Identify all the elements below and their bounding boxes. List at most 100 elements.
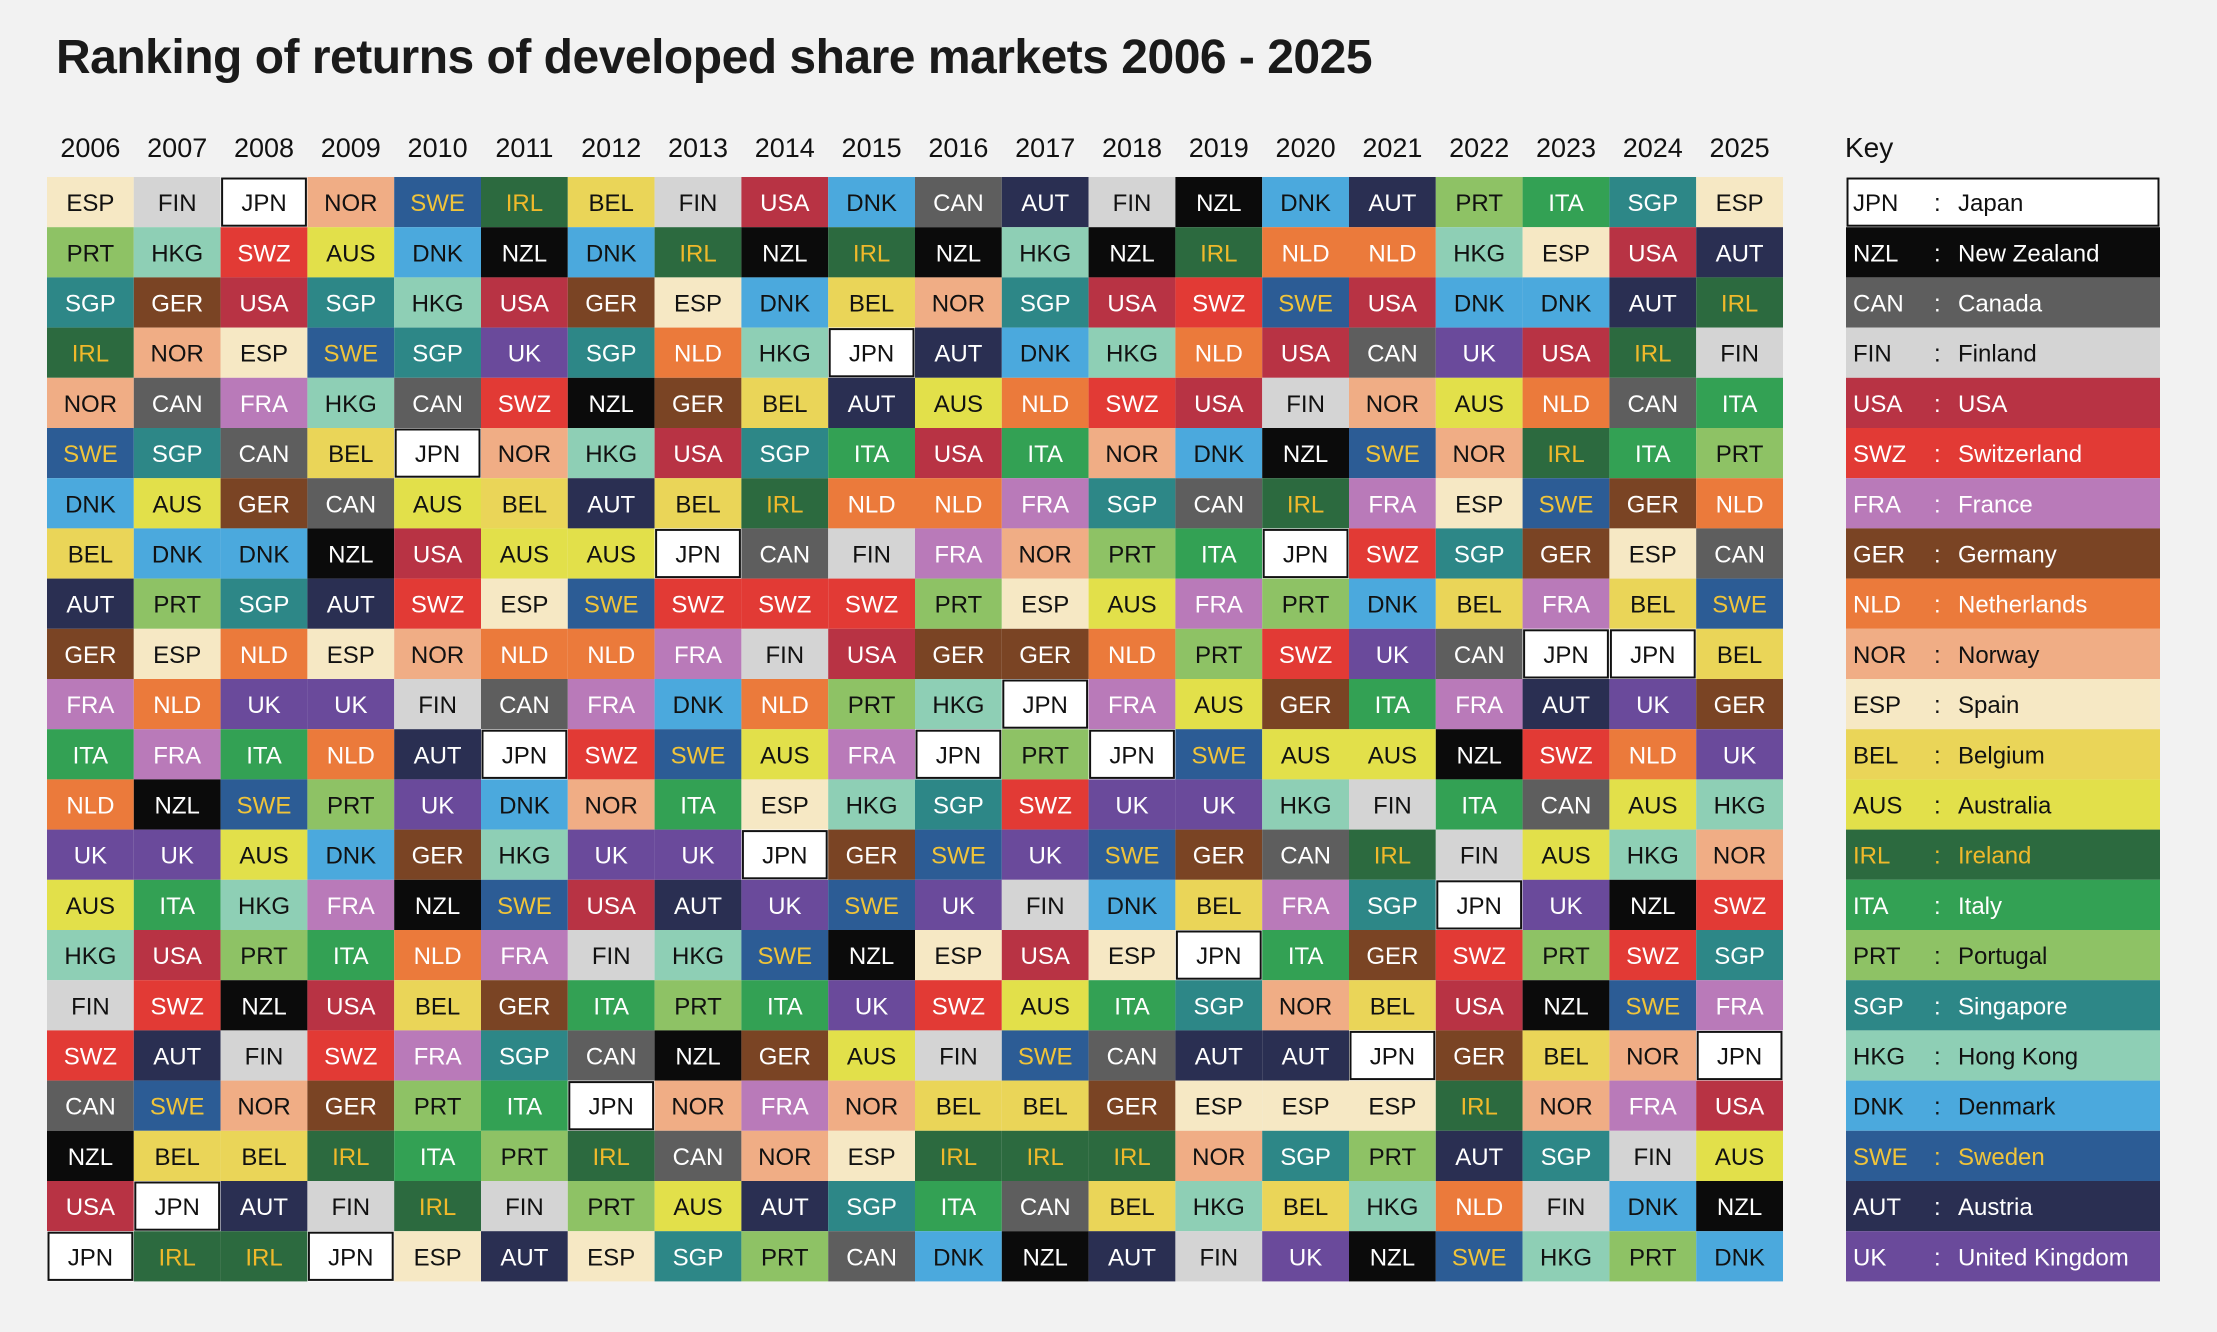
cell-label: USA [1628, 240, 1677, 267]
ranking-cell: GER [1435, 1030, 1523, 1081]
key-code: ESP [1853, 692, 1901, 719]
cell-label: ESP [1542, 240, 1590, 267]
ranking-cell: DNK [915, 1231, 1002, 1282]
cell-label: BEL [1457, 592, 1502, 619]
cell-background [1696, 779, 1783, 830]
cell-label: JPN [1457, 893, 1502, 920]
cell-label: IRL [853, 240, 890, 267]
cell-background [1435, 980, 1523, 1031]
cell-background [741, 1130, 829, 1181]
ranking-cell: SWZ [1609, 930, 1697, 981]
cell-background [133, 177, 221, 228]
cell-background [394, 1130, 481, 1181]
cell-label: UK [334, 692, 367, 719]
cell-background [741, 628, 829, 679]
cell-background [133, 578, 221, 629]
cell-background [1435, 528, 1523, 579]
cell-background [915, 327, 1002, 378]
cell-label: ITA [1635, 441, 1671, 468]
cell-label: NZL [502, 240, 547, 267]
ranking-cell: PRT [828, 679, 915, 730]
cell-background [1001, 1231, 1089, 1282]
cell-label: SWZ [1192, 291, 1245, 318]
ranking-cell: FRA [133, 729, 221, 780]
key-item: ESP: Spain [1846, 679, 2160, 730]
cell-background [1435, 177, 1523, 228]
cell-label: ESP [500, 592, 548, 619]
cell-label: NOR [1539, 1094, 1592, 1121]
cell-background [1696, 177, 1783, 228]
cell-label: ITA [73, 742, 109, 769]
cell-background [1001, 1130, 1089, 1181]
cell-label: NLD [1368, 240, 1416, 267]
ranking-cell: AUT [1262, 1030, 1349, 1081]
ranking-cell: HKG [1435, 227, 1523, 278]
cell-background [1175, 1080, 1263, 1131]
cell-label: PRT [67, 240, 115, 267]
cell-label: AUT [240, 1194, 288, 1221]
cell-label: JPN [675, 542, 720, 569]
ranking-cell: FRA [220, 377, 308, 428]
key-legend: JPN: Japan NZL: New Zealand CAN: Canada FIN: Fi… [1846, 177, 2160, 1282]
ranking-cell: NZL [133, 779, 221, 830]
cell-background [1609, 578, 1697, 629]
cell-background [567, 277, 655, 328]
ranking-cell: USA [1001, 930, 1089, 981]
cell-background [1262, 930, 1349, 981]
ranking-cell: NOR [307, 177, 395, 228]
cell-background [394, 277, 481, 328]
ranking-cell: GER [567, 277, 655, 328]
ranking-cell: SGP [1262, 1130, 1349, 1181]
cell-background [1088, 1030, 1176, 1081]
cell-label: SGP [499, 1044, 550, 1071]
ranking-cell: UK [307, 679, 395, 730]
ranking-cell: USA [1609, 227, 1697, 278]
ranking-cell: UK [220, 679, 308, 730]
ranking-cell: NOR [1262, 980, 1349, 1031]
cell-background [741, 1080, 829, 1131]
ranking-cell: SGP [654, 1231, 742, 1282]
ranking-cell: PRT [481, 1130, 568, 1181]
cell-label: UK [768, 893, 801, 920]
cell-background [220, 277, 308, 328]
cell-label: PRT [1195, 642, 1243, 669]
ranking-cell: GER [1175, 829, 1263, 880]
cell-background [654, 428, 742, 479]
cell-label: SWZ [498, 391, 551, 418]
ranking-cell: AUS [1001, 980, 1089, 1031]
key-code: SGP [1853, 993, 1904, 1020]
year-label: 2024 [1623, 133, 1683, 163]
cell-background [1175, 578, 1263, 629]
cell-background [1001, 628, 1089, 679]
ranking-cell: DNK [654, 679, 742, 730]
cell-label: GER [846, 843, 898, 870]
cell-label: USA [760, 190, 809, 217]
ranking-cell: IRL [481, 177, 568, 228]
key-swatch [1846, 327, 2160, 378]
ranking-cell: HKG [1088, 327, 1176, 378]
key-swatch [1846, 177, 2160, 228]
year-label: 2016 [928, 133, 988, 163]
key-separator: : [1934, 793, 1941, 820]
ranking-cell: FIN [307, 1181, 395, 1232]
cell-label: ITA [1288, 943, 1324, 970]
ranking-cell: SWE [1175, 729, 1263, 780]
ranking-cell: AUS [1522, 829, 1610, 880]
cell-label: NOR [64, 391, 117, 418]
cell-background [1175, 1181, 1263, 1232]
ranking-cell: NZL [567, 377, 655, 428]
cell-outline [741, 830, 828, 880]
cell-outline [1175, 930, 1262, 980]
key-code: NZL [1853, 240, 1898, 267]
cell-label: DNK [152, 542, 203, 569]
cell-background [1001, 729, 1089, 780]
ranking-cell: ESP [481, 578, 568, 629]
ranking-cell: NZL [1088, 227, 1176, 278]
cell-label: IRL [1634, 341, 1671, 368]
ranking-cell: FIN [1349, 779, 1436, 830]
ranking-cell: FIN [654, 177, 742, 228]
cell-outline [1002, 679, 1089, 729]
cell-label: JPN [1543, 642, 1588, 669]
cell-outline [1523, 629, 1609, 679]
ranking-cell: NOR [1609, 1030, 1697, 1081]
